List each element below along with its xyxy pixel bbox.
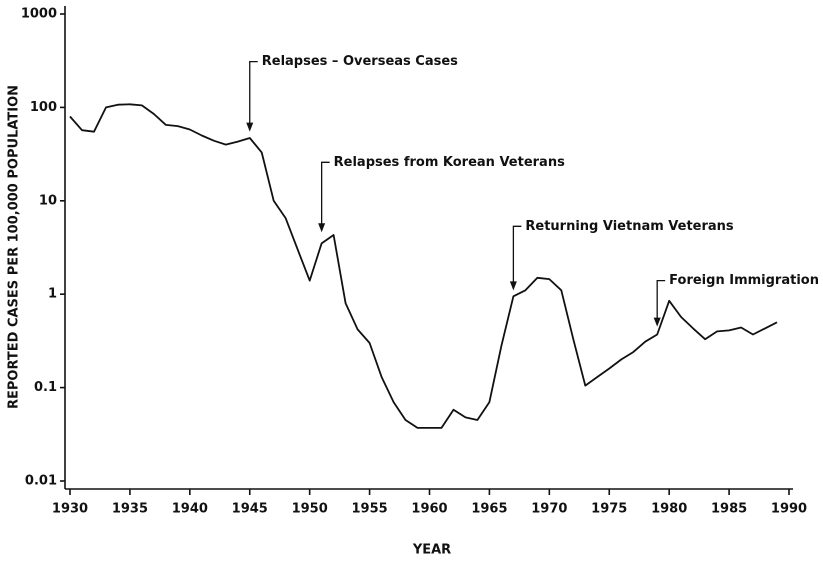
x-tick-label: 1985 bbox=[711, 502, 747, 517]
annotation-text: Relapses from Korean Veterans bbox=[334, 155, 565, 170]
arrow-head bbox=[246, 122, 254, 132]
y-tick-label: 1 bbox=[48, 287, 57, 302]
arrow-head bbox=[509, 281, 517, 291]
x-tick-label: 1980 bbox=[651, 502, 687, 517]
y-tick-label: 0.01 bbox=[25, 474, 57, 489]
annotation-arrow bbox=[321, 161, 330, 229]
annotation-text: Returning Vietnam Veterans bbox=[525, 219, 734, 234]
data-line bbox=[69, 103, 778, 429]
y-tick-label: 100 bbox=[30, 100, 57, 115]
x-tick-label: 1950 bbox=[292, 502, 328, 517]
arrow-head bbox=[318, 223, 326, 233]
annotation-arrow bbox=[249, 61, 258, 128]
x-tick-label: 1975 bbox=[591, 502, 627, 517]
annotation-text: Foreign Immigration bbox=[669, 273, 819, 288]
annotation-arrow bbox=[512, 225, 522, 287]
arrow-head bbox=[653, 317, 661, 327]
y-tick-label: 0.1 bbox=[34, 380, 57, 395]
x-tick-label: 1935 bbox=[112, 502, 148, 517]
annotation-text: Relapses – Overseas Cases bbox=[262, 54, 458, 69]
x-tick-label: 1930 bbox=[52, 502, 88, 517]
x-tick-label: 1945 bbox=[232, 502, 268, 517]
y-axis-label: REPORTED CASES PER 100,000 POPULATION bbox=[7, 85, 22, 409]
x-tick-label: 1965 bbox=[471, 502, 507, 517]
x-axis-label: YEAR bbox=[412, 543, 451, 558]
x-tick-label: 1990 bbox=[771, 502, 807, 517]
x-tick-label: 1955 bbox=[351, 502, 387, 517]
y-tick-label: 10 bbox=[39, 193, 57, 208]
y-tick-label: 1000 bbox=[21, 7, 57, 22]
x-tick-label: 1940 bbox=[172, 502, 208, 517]
annotation-arrow bbox=[656, 279, 666, 323]
x-tick-label: 1970 bbox=[531, 502, 567, 517]
x-tick-label: 1960 bbox=[411, 502, 447, 517]
